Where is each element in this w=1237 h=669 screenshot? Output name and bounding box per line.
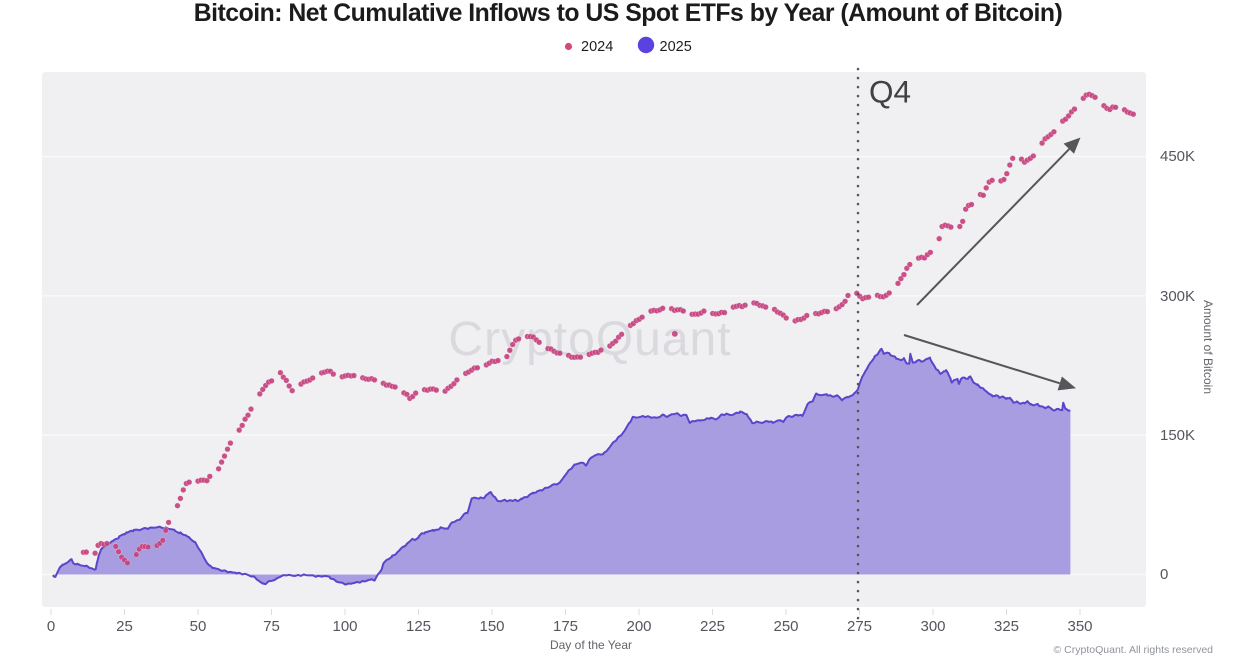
svg-text:100: 100	[332, 618, 357, 635]
svg-text:© CryptoQuant. All rights rese: © CryptoQuant. All rights reserved	[1054, 644, 1214, 656]
svg-text:0: 0	[47, 618, 55, 635]
svg-text:125: 125	[406, 618, 431, 635]
svg-text:Amount of Bitcoin: Amount of Bitcoin	[1201, 300, 1215, 394]
svg-text:450K: 450K	[1160, 148, 1195, 165]
svg-text:150K: 150K	[1160, 427, 1195, 444]
svg-text:25: 25	[116, 618, 133, 635]
svg-text:175: 175	[553, 618, 578, 635]
svg-text:325: 325	[994, 618, 1019, 635]
svg-text:250: 250	[773, 618, 798, 635]
svg-text:300: 300	[920, 618, 945, 635]
svg-text:350: 350	[1067, 618, 1092, 635]
svg-text:225: 225	[700, 618, 725, 635]
svg-text:300K: 300K	[1160, 288, 1195, 305]
svg-text:CryptoQuant: CryptoQuant	[448, 313, 731, 366]
svg-text:275: 275	[847, 618, 872, 635]
svg-text:0: 0	[1160, 566, 1168, 583]
svg-text:2025: 2025	[660, 39, 692, 55]
svg-text:2024: 2024	[581, 39, 613, 55]
svg-text:150: 150	[479, 618, 504, 635]
svg-text:75: 75	[263, 618, 280, 635]
svg-text:200: 200	[626, 618, 651, 635]
svg-text:Q4: Q4	[869, 74, 911, 110]
svg-text:Day of the Year: Day of the Year	[550, 638, 632, 652]
svg-text:Bitcoin: Net Cumulative Inflow: Bitcoin: Net Cumulative Inflows to US Sp…	[194, 0, 1063, 27]
svg-text:50: 50	[190, 618, 207, 635]
